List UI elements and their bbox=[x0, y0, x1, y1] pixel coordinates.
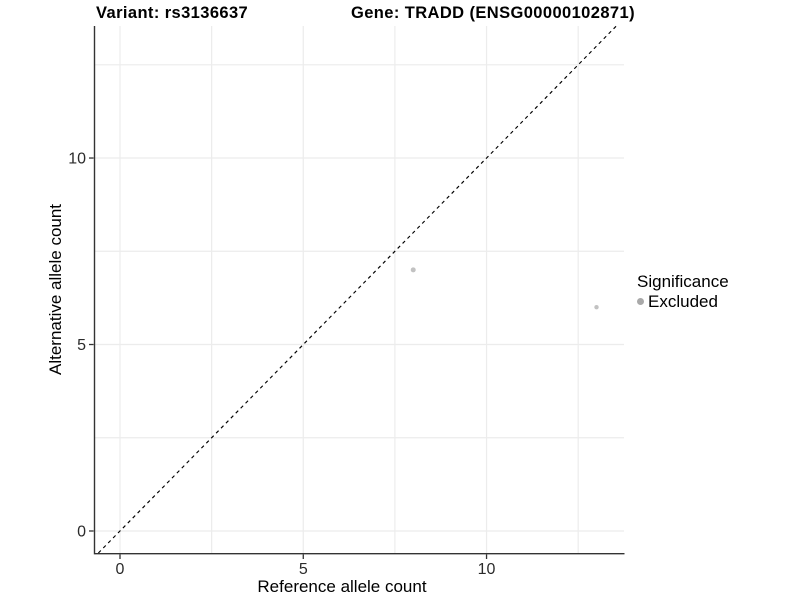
y-tick-label: 0 bbox=[77, 523, 86, 540]
y-tick-label: 5 bbox=[77, 337, 86, 354]
identity-line bbox=[97, 25, 617, 554]
x-tick-label: 0 bbox=[116, 561, 125, 578]
data-point bbox=[410, 267, 416, 273]
legend-title: Significance bbox=[637, 272, 729, 291]
y-axis-title: Alternative allele count bbox=[46, 204, 65, 375]
y-tick-label: 10 bbox=[68, 151, 86, 168]
legend-item-excluded: Excluded bbox=[637, 292, 729, 311]
legend-item-label: Excluded bbox=[648, 292, 718, 311]
x-tick-label: 10 bbox=[478, 561, 496, 578]
variant-title: Variant: rs3136637 bbox=[96, 4, 249, 22]
data-point bbox=[594, 305, 599, 310]
x-axis-title: Reference allele count bbox=[257, 577, 426, 596]
legend-key-icon bbox=[637, 298, 644, 305]
legend: Significance Excluded bbox=[637, 272, 729, 311]
x-tick-label: 5 bbox=[299, 561, 308, 578]
gene-title: Gene: TRADD (ENSG00000102871) bbox=[351, 4, 635, 22]
